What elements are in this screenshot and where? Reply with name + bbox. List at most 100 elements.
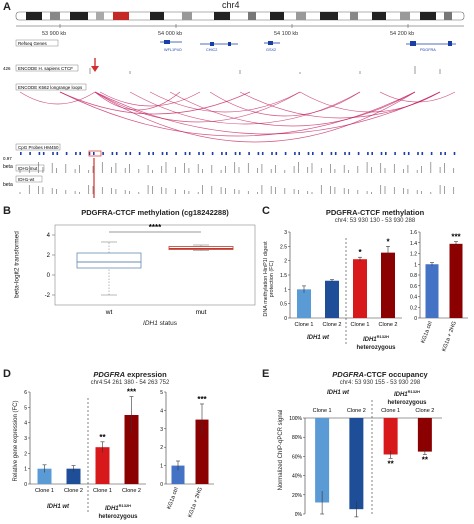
y-tick-label: 4 <box>24 421 27 427</box>
cpg-probe-mark <box>380 152 383 155</box>
cpg-probe-mark <box>261 152 264 155</box>
gene-label-3: GSX2 <box>266 48 276 52</box>
cpg-probe-mark <box>403 152 406 155</box>
y-tick-label: 0 <box>24 482 27 488</box>
cpg-probe-mark <box>184 152 187 155</box>
panel-e-group-mut-gene: IDH1 <box>393 392 408 398</box>
y-tick-label: 40% <box>292 474 303 480</box>
beta-bars <box>19 162 455 194</box>
bar <box>353 259 367 318</box>
cpg-probe-mark <box>294 152 296 155</box>
cpg-probe-mark <box>166 152 168 155</box>
y-tick-label: 6 <box>24 390 27 396</box>
beta-label-1: beta <box>3 164 13 170</box>
cpg-probe-mark <box>284 152 287 155</box>
loop-arc <box>209 91 361 117</box>
y-tick-label: 1.4 <box>410 241 417 247</box>
gene-label-1: WFL1P4O <box>164 48 182 52</box>
panel-b-title: PDGFRA-CTCF methylation (cg18242288) <box>81 208 229 217</box>
track-label-refseq: Refseq Genes <box>18 41 48 46</box>
bar <box>315 418 330 503</box>
y-tick-label: 1.5 <box>280 273 287 279</box>
y-tick-label: 1 <box>160 464 163 470</box>
cpg-probe-mark <box>234 152 237 155</box>
cpg-probe-mark <box>148 152 150 155</box>
coord-tick-2: 54 000 kb <box>158 31 182 37</box>
coord-tick-1: 53 900 kb <box>42 31 66 37</box>
cpg-probe-mark <box>115 152 118 155</box>
cpg-probe-mark <box>298 152 300 155</box>
cpg-probe-mark <box>88 152 91 155</box>
x-category-label: wt <box>105 309 113 316</box>
x-category-label: Clone 1 <box>35 488 54 494</box>
cpg-probe-mark <box>93 152 95 155</box>
cpg-probe-mark <box>29 152 31 155</box>
bar <box>124 415 139 484</box>
cpg-probe-mark <box>334 152 337 155</box>
significance-stars: ** <box>388 459 395 468</box>
y-tick-label: 80% <box>292 435 303 441</box>
plot-frame <box>54 224 256 306</box>
panel-d-group-mut-sup: R132H <box>118 503 132 508</box>
bar <box>383 418 398 455</box>
panel-d-group-mut-gene: IDH1 <box>104 506 119 512</box>
cpg-probe-mark <box>440 152 442 155</box>
x-category-label: Clone 1 <box>313 408 332 414</box>
beta-scale: 0.97 <box>3 156 12 161</box>
cpg-probe-mark <box>20 152 22 155</box>
y-tick-label: 100% <box>289 416 302 422</box>
cpg-probe-mark <box>239 152 241 155</box>
y-tick-label: 0 <box>284 316 287 322</box>
y-tick-label: 0 <box>160 482 163 488</box>
significance-stars: **** <box>149 223 162 232</box>
beta-label-2: beta <box>3 182 13 188</box>
cpg-probe-mark <box>248 152 250 155</box>
panel-d-group-mut-desc: heterozygous <box>98 514 138 520</box>
coord-tick-3: 54 100 kb <box>274 31 298 37</box>
bar <box>325 280 339 318</box>
cpg-probe-mark <box>321 152 323 155</box>
bar <box>417 418 432 452</box>
ctcf-peaks <box>89 66 441 74</box>
y-tick-label: 0.5 <box>280 302 287 308</box>
bar <box>449 243 463 318</box>
panel-b-xlabel: IDH1 status <box>120 320 200 327</box>
cpg-probe-mark <box>138 152 141 155</box>
y-tick-label: 0.6 <box>410 284 417 290</box>
y-tick-label: 0% <box>295 512 303 518</box>
x-category-label: Clone 2 <box>323 322 342 328</box>
significance-stars: ** <box>99 433 106 442</box>
refseq-genes <box>160 40 456 46</box>
track-label-idh1-wt: IDH1-wt <box>18 177 35 182</box>
panel-c-group-wt: IDH1 wt <box>306 335 329 341</box>
panel-c-group-mut-desc: heterozygous <box>356 345 396 351</box>
y-tick-label: 0.2 <box>410 305 417 311</box>
ctcf-scale: 426 <box>3 66 11 71</box>
cpg-probe-mark <box>407 152 410 155</box>
x-category-label: Clone 1 <box>93 488 112 494</box>
y-tick-label: 2.5 <box>280 244 287 250</box>
y-tick-label: 3 <box>284 230 287 236</box>
bar <box>297 289 311 318</box>
panel-e-group-mut-sup: R132H <box>407 389 421 394</box>
x-category-label: Clone 2 <box>347 408 366 414</box>
loop-arc <box>379 91 456 103</box>
y-tick-label: 20% <box>292 493 303 499</box>
cpg-probe-mark <box>161 152 164 155</box>
significance-stars: *** <box>127 388 137 397</box>
y-tick-label: 3 <box>24 436 27 442</box>
panel-e-letter: E <box>262 368 270 380</box>
panel-c-subtitle: chr4: 53 930 130 - 53 930 288 <box>334 218 416 224</box>
cpg-probe-mark <box>198 152 200 155</box>
cpg-probe-mark <box>225 152 227 155</box>
significance-stars: ** <box>422 455 429 464</box>
cpg-probe-mark <box>102 152 104 155</box>
panel-d-title-gene: PDGFRA <box>93 370 125 379</box>
cpg-probe-mark <box>152 152 154 155</box>
cpg-probe-mark <box>211 152 214 155</box>
cpg-probe-mark <box>371 152 373 155</box>
x-category-label: Clone 2 <box>379 322 398 328</box>
panel-b-xlabel-rest: status <box>157 320 177 327</box>
bar <box>95 447 110 484</box>
